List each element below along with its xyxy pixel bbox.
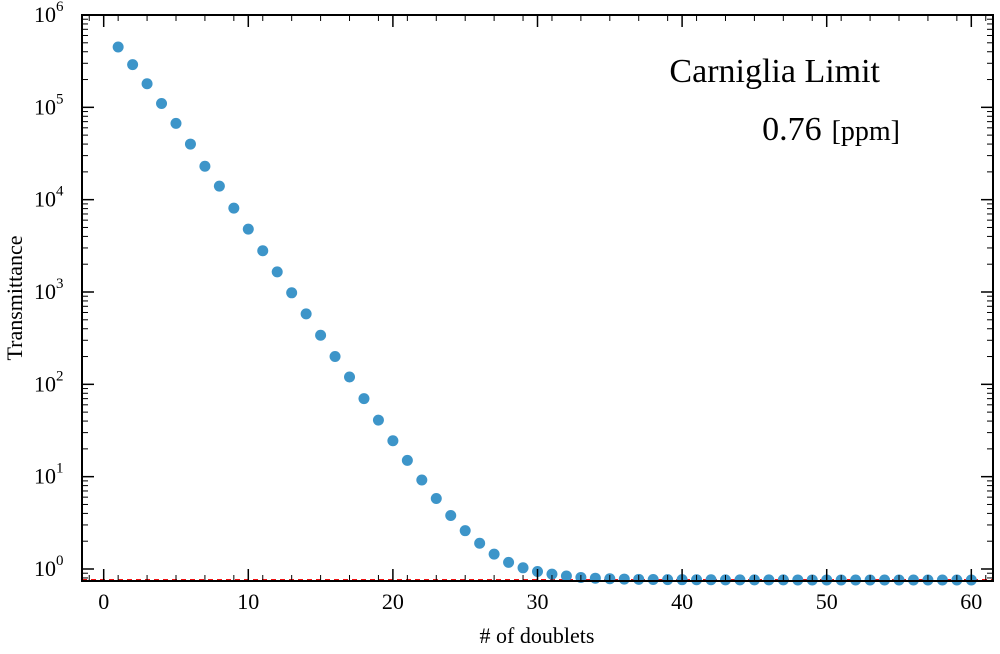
data-point — [300, 308, 312, 320]
data-point — [763, 574, 775, 586]
data-point — [257, 245, 269, 257]
x-tick-label: 0 — [98, 589, 109, 614]
data-point — [618, 573, 630, 585]
data-point — [112, 41, 124, 53]
data-point — [358, 393, 370, 405]
x-tick-label: 40 — [671, 589, 693, 614]
data-point — [242, 223, 254, 235]
data-point — [127, 59, 139, 71]
x-tick-label: 10 — [237, 589, 259, 614]
data-point — [517, 562, 529, 574]
y-tick-exponent: 3 — [56, 276, 64, 292]
data-point — [213, 180, 225, 192]
y-tick-label: 104 — [34, 184, 64, 212]
data-point — [503, 556, 515, 568]
data-point — [271, 266, 283, 278]
y-tick-base: 10 — [34, 2, 56, 27]
data-point — [156, 98, 168, 110]
y-tick-label: 105 — [34, 91, 64, 119]
data-point — [387, 435, 399, 447]
y-tick-exponent: 5 — [56, 91, 64, 107]
y-tick-base: 10 — [34, 94, 56, 119]
data-point — [401, 454, 413, 466]
data-point — [792, 574, 804, 586]
data-point — [184, 138, 196, 150]
annotation-value: 0.76 [ppm] — [762, 111, 900, 148]
y-tick-label: 100 — [34, 553, 64, 581]
data-point — [589, 572, 601, 584]
x-axis-label: # of doublets — [480, 623, 595, 648]
y-tick-base: 10 — [34, 187, 56, 212]
data-point — [329, 351, 341, 363]
y-tick-label: 102 — [34, 368, 64, 396]
x-tick-label: 60 — [960, 589, 982, 614]
annotation-value-number: 0.76 — [762, 111, 822, 148]
annotation-value-unit: [ppm] — [832, 116, 900, 147]
x-tick-label: 50 — [816, 589, 838, 614]
data-point — [459, 525, 471, 537]
data-point — [170, 117, 182, 129]
y-tick-exponent: 4 — [56, 184, 64, 200]
data-point — [228, 202, 240, 214]
y-tick-label: 103 — [34, 276, 64, 304]
data-point — [705, 574, 717, 586]
data-point — [734, 574, 746, 586]
data-point — [474, 537, 486, 549]
y-tick-label: 106 — [34, 0, 64, 27]
y-tick-base: 10 — [34, 279, 56, 304]
x-tick-label: 30 — [527, 589, 549, 614]
x-tick-label: 20 — [382, 589, 404, 614]
data-point — [416, 474, 428, 486]
y-tick-base: 10 — [34, 556, 56, 581]
y-tick-exponent: 1 — [56, 461, 64, 477]
data-point — [141, 78, 153, 90]
data-point — [445, 509, 457, 521]
plot-frame — [81, 14, 994, 582]
data-point — [286, 287, 298, 299]
y-tick-base: 10 — [34, 371, 56, 396]
data-point — [560, 570, 572, 582]
annotation-title: Carniglia Limit — [669, 53, 880, 90]
data-point — [372, 414, 384, 426]
data-point — [647, 573, 659, 585]
data-point — [199, 160, 211, 172]
data-point — [344, 371, 356, 383]
data-point — [488, 548, 500, 560]
y-tick-label: 101 — [34, 461, 64, 489]
y-tick-exponent: 6 — [56, 0, 64, 15]
y-tick-exponent: 2 — [56, 368, 64, 384]
y-tick-exponent: 0 — [56, 553, 64, 569]
y-tick-base: 10 — [34, 464, 56, 489]
data-point — [546, 568, 558, 580]
data-point — [315, 329, 327, 341]
y-axis-label: Transmittance — [2, 235, 27, 360]
data-point — [430, 493, 442, 505]
